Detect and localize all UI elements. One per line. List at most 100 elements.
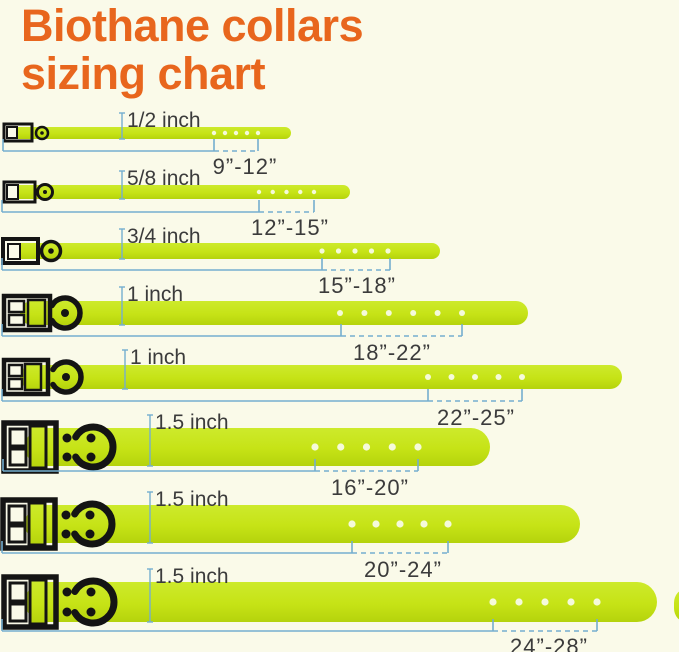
rivet-icon (85, 510, 95, 520)
collar-row-7 (0, 491, 580, 554)
adjustment-hole (335, 248, 342, 254)
adjustment-hole (211, 130, 217, 136)
collar-row-4 (1, 286, 528, 337)
size-range-label: 18”-22” (353, 340, 431, 365)
page-title-line2: sizing chart (21, 47, 266, 99)
buckle-frame-icon (2, 180, 37, 204)
rivet-icon (62, 433, 72, 443)
buckle-slot (6, 184, 19, 200)
width-label: 1.5 inch (155, 411, 229, 434)
adjustment-hole (256, 189, 262, 195)
size-range-label: 12”-15” (251, 215, 329, 240)
buckle-slot (7, 363, 24, 378)
buckle-bar (23, 362, 43, 392)
width-label: 1 inch (127, 283, 184, 306)
rivet-icon (85, 529, 95, 539)
adjustment-hole (372, 520, 380, 528)
adjustment-hole (319, 248, 325, 254)
width-label: 1 inch (130, 346, 187, 369)
collar-row-5 (1, 349, 622, 402)
buckle-frame-icon (1, 574, 59, 630)
rivet-icon (61, 510, 71, 520)
buckle-slot (7, 243, 21, 260)
adjustment-hole (255, 130, 261, 136)
collar-strap (25, 582, 657, 622)
adjustment-hole (593, 598, 601, 606)
adjustment-hole (385, 310, 392, 316)
buckle-slot (6, 126, 18, 139)
adjustment-hole (352, 248, 358, 254)
buckle-slot (8, 602, 28, 623)
adjustment-hole (444, 520, 452, 528)
collar-strap (14, 243, 440, 259)
rivet-icon (86, 452, 96, 462)
buckle-slot (8, 447, 28, 467)
adjustment-hole (425, 374, 431, 380)
adjustment-hole (233, 130, 239, 136)
size-range-label: 24”-28” (510, 634, 588, 652)
adjustment-hole (388, 443, 396, 451)
size-range-label: 22”-25” (437, 405, 515, 430)
buckle-bar (28, 578, 48, 626)
adjustment-hole (541, 598, 549, 606)
collar-row-6 (1, 414, 490, 474)
adjustment-hole (515, 598, 523, 606)
rivet-icon (86, 587, 96, 597)
ring-pin-icon (62, 373, 70, 381)
page-title: Biothane collars sizing chart (21, 2, 364, 99)
adjustment-hole (348, 520, 356, 528)
buckle-slot (7, 299, 26, 314)
ring-pin-icon (40, 131, 44, 135)
ring-icon (36, 183, 54, 201)
rivet-icon (86, 433, 96, 443)
collar-row-8 (1, 568, 657, 632)
buckle-slot (7, 504, 27, 525)
collar-row-1 (2, 112, 291, 152)
buckle-frame-icon (1, 357, 51, 397)
adjustment-hole (311, 443, 319, 451)
adjustment-hole (311, 189, 317, 195)
adjustment-hole (396, 520, 404, 528)
rivet-icon (62, 587, 72, 597)
adjustment-hole (337, 443, 345, 451)
ring-icon (34, 125, 50, 141)
buckle-frame-icon (2, 122, 34, 143)
buckle-slot (7, 313, 26, 327)
size-range-label: 15”-18” (318, 273, 396, 298)
adjustment-hole (368, 248, 375, 254)
adjustment-hole (459, 310, 465, 316)
adjustment-hole (337, 310, 343, 316)
collar-strap-fragment (674, 591, 679, 620)
buckle-frame-icon (1, 293, 53, 333)
buckle-bar (26, 298, 47, 328)
adjustment-hole (270, 189, 275, 195)
rivet-icon (86, 607, 96, 617)
buckle-slot (8, 581, 28, 603)
width-label: 1.5 inch (155, 565, 229, 588)
d-ring-icon (50, 359, 84, 395)
adjustment-hole (519, 374, 525, 380)
rivet-icon (62, 607, 72, 617)
ring-pin-icon (61, 309, 69, 317)
buckle-frame-icon (1, 237, 40, 265)
rivet-icon (61, 529, 71, 539)
size-range-label: 20”-24” (364, 557, 442, 582)
collar-strap (12, 127, 291, 139)
d-ring-icon (71, 500, 116, 548)
adjustment-hole (472, 374, 478, 380)
d-ring-icon (72, 423, 117, 471)
width-label: 5/8 inch (127, 167, 201, 190)
adjustment-hole (284, 189, 289, 195)
adjustment-hole (448, 374, 455, 380)
collar-row-2 (1, 170, 350, 213)
size-range-label: 16”-20” (331, 475, 409, 500)
collar-strap (20, 301, 528, 325)
collar-strap (20, 365, 622, 389)
adjustment-hole (222, 130, 228, 136)
adjustment-hole (298, 189, 303, 195)
ring-pin-icon (48, 248, 54, 254)
width-label: 3/4 inch (127, 225, 201, 248)
adjustment-hole (361, 310, 368, 316)
